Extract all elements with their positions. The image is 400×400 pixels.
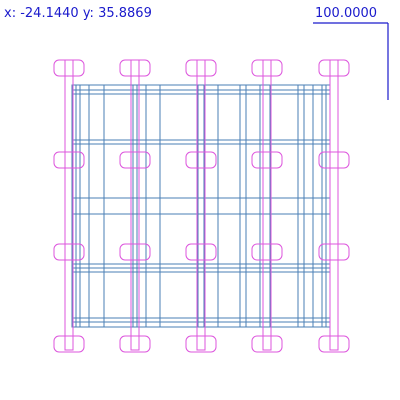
pad-fixture-icon (318, 59, 350, 77)
pad-fixture-icon (119, 151, 151, 169)
grid-frame (71, 84, 331, 328)
grid-lines (71, 84, 331, 328)
x-label: x: (4, 6, 17, 21)
pad-fixture-icon (185, 59, 217, 77)
scale-bar-label: 100.0000 (315, 6, 378, 21)
pad-fixture-icon (318, 151, 350, 169)
pad-fixture-icon (185, 243, 217, 261)
pad-fixture-icon (318, 243, 350, 261)
x-value: -24.1440 (20, 6, 79, 21)
pad-fixture-icon (185, 335, 217, 353)
pad-fixture-icon (53, 243, 85, 261)
pad-fixture-icon (119, 59, 151, 77)
fixture-rail (329, 59, 339, 351)
pad-fixture-icon (119, 243, 151, 261)
y-label: y: (82, 6, 94, 21)
y-value: 35.8869 (98, 6, 152, 21)
pad-fixture-icon (251, 59, 283, 77)
pad-fixture-icon (251, 151, 283, 169)
pad-fixture-icon (185, 151, 217, 169)
pad-fixture-icon (318, 335, 350, 353)
pad-fixture-icon (119, 335, 151, 353)
cursor-coordinate-readout: x: -24.1440 y: 35.8869 (4, 6, 152, 22)
pad-fixture-icon (251, 335, 283, 353)
fixture-rail (130, 59, 140, 351)
pad-fixture-icon (251, 243, 283, 261)
fixture-layer (53, 59, 350, 353)
pad-fixture-icon (53, 151, 85, 169)
pad-fixture-icon (53, 335, 85, 353)
pad-fixture-icon (53, 59, 85, 77)
